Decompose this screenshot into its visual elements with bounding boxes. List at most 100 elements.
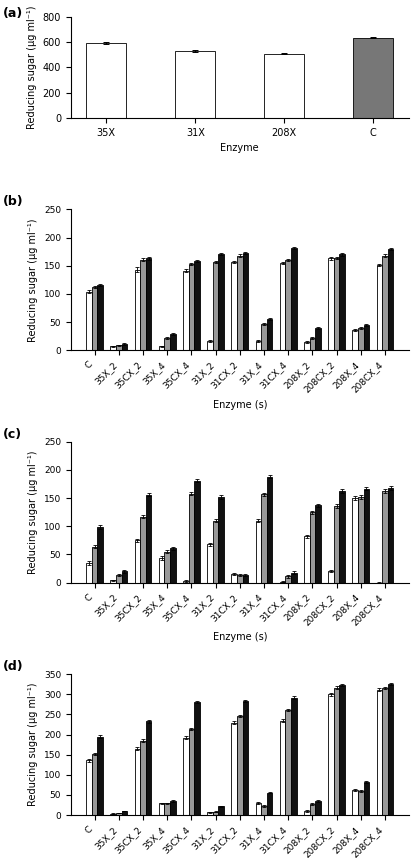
Bar	[328, 571, 334, 583]
Bar	[164, 552, 170, 583]
Bar	[237, 716, 243, 815]
Bar	[377, 265, 382, 350]
Bar	[92, 547, 98, 583]
Bar	[304, 341, 309, 350]
Bar	[352, 790, 358, 815]
Bar	[291, 248, 296, 350]
Bar	[98, 527, 103, 583]
Bar	[116, 813, 122, 815]
Bar	[388, 488, 393, 583]
Bar	[140, 259, 146, 350]
Bar	[353, 38, 393, 118]
Bar	[183, 271, 188, 350]
Bar	[159, 558, 164, 583]
Bar	[92, 287, 98, 350]
Bar	[116, 575, 122, 583]
Text: (b): (b)	[3, 196, 24, 208]
Bar	[194, 480, 200, 583]
Bar	[135, 269, 140, 350]
Bar	[231, 722, 237, 815]
Bar	[382, 491, 388, 583]
Bar	[256, 521, 261, 583]
Bar	[339, 685, 345, 815]
Bar	[164, 338, 170, 350]
Bar	[358, 328, 364, 350]
Bar	[170, 334, 176, 350]
Text: (a): (a)	[3, 7, 24, 20]
Bar	[207, 544, 213, 583]
Bar	[364, 488, 369, 583]
Bar	[140, 740, 146, 815]
Bar	[264, 54, 304, 118]
Bar	[304, 536, 309, 583]
Text: (d): (d)	[3, 660, 24, 674]
Bar	[219, 807, 224, 815]
Bar	[285, 260, 291, 350]
Bar	[237, 256, 243, 350]
Bar	[358, 497, 364, 583]
Bar	[207, 813, 213, 815]
Bar	[164, 803, 170, 815]
Bar	[315, 329, 321, 350]
Bar	[267, 477, 272, 583]
X-axis label: Enzyme (s): Enzyme (s)	[213, 632, 267, 643]
Bar	[285, 710, 291, 815]
Bar	[328, 258, 334, 350]
Bar	[388, 249, 393, 350]
Bar	[237, 575, 243, 583]
Bar	[243, 701, 248, 815]
Bar	[334, 687, 339, 815]
Bar	[175, 51, 215, 118]
Bar	[364, 782, 369, 815]
Bar	[339, 491, 345, 583]
Bar	[285, 577, 291, 583]
Bar	[304, 811, 309, 815]
Bar	[86, 563, 92, 583]
Bar	[159, 347, 164, 350]
Bar	[339, 255, 345, 350]
Bar	[309, 804, 315, 815]
Bar	[213, 262, 219, 350]
Bar	[111, 347, 116, 350]
Bar	[358, 791, 364, 815]
X-axis label: Enzyme (s): Enzyme (s)	[213, 400, 267, 410]
Bar	[231, 262, 237, 350]
Bar	[122, 811, 127, 815]
Bar	[188, 729, 194, 815]
Bar	[261, 494, 267, 583]
Bar	[159, 803, 164, 815]
Bar	[188, 493, 194, 583]
Bar	[194, 261, 200, 350]
Bar	[280, 263, 285, 350]
Bar	[334, 506, 339, 583]
Bar	[315, 801, 321, 815]
Bar	[328, 694, 334, 815]
Bar	[388, 684, 393, 815]
Bar	[382, 688, 388, 815]
Bar	[170, 801, 176, 815]
Bar	[334, 257, 339, 350]
Bar	[86, 292, 92, 350]
Bar	[382, 256, 388, 350]
Bar	[92, 754, 98, 815]
Bar	[219, 254, 224, 350]
Bar	[309, 338, 315, 350]
Bar	[315, 505, 321, 583]
Bar	[243, 253, 248, 350]
Bar	[309, 512, 315, 583]
Bar	[280, 721, 285, 815]
Bar	[188, 264, 194, 350]
Bar	[135, 749, 140, 815]
Bar	[280, 582, 285, 583]
Bar	[213, 812, 219, 815]
Bar	[170, 548, 176, 583]
Bar	[146, 258, 151, 350]
Y-axis label: Reducing sugar (μg ml⁻¹): Reducing sugar (μg ml⁻¹)	[27, 6, 37, 130]
Bar	[267, 318, 272, 350]
Bar	[135, 541, 140, 583]
Bar	[213, 521, 219, 583]
Bar	[98, 285, 103, 350]
Bar	[231, 574, 237, 583]
Bar	[111, 580, 116, 583]
Bar	[122, 344, 127, 350]
